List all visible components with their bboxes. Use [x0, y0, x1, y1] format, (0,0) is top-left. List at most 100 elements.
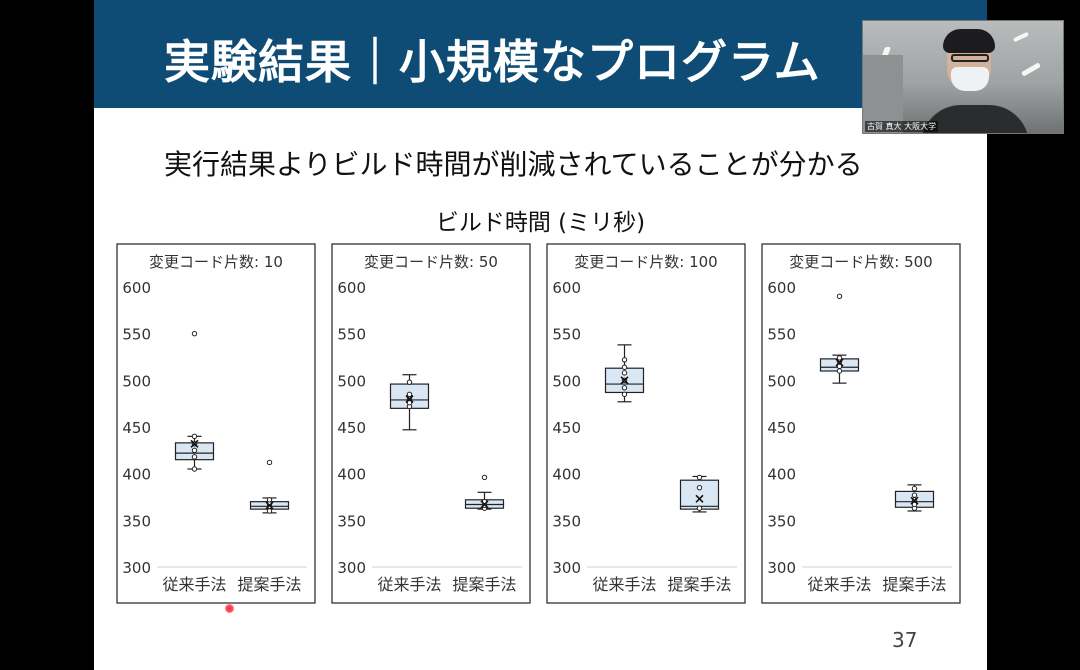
- box-plot-panel: 変更コード片数: 100 600 550 500 450 400 350 300 従来手法 提案手…: [546, 243, 746, 604]
- category-label: 提案手法: [882, 575, 946, 594]
- panel-title: 変更コード片数: 100: [574, 253, 717, 271]
- category-label: 提案手法: [452, 575, 516, 594]
- chart-frame: [546, 243, 746, 604]
- y-tick-label: 350: [767, 512, 796, 530]
- y-tick-label: 350: [552, 512, 581, 530]
- y-tick-label: 300: [552, 559, 581, 577]
- box-plot-panel: 変更コード片数: 500 600 550 500 450 400 350 300 従来手法 提案手…: [761, 243, 961, 604]
- y-tick-label: 300: [337, 559, 366, 577]
- chart-frame: [116, 243, 316, 604]
- y-tick-label: 500: [552, 372, 581, 390]
- panel-title: 変更コード片数: 500: [789, 253, 932, 271]
- mean-marker: [695, 494, 704, 503]
- panel-title: 変更コード片数: 10: [149, 253, 283, 271]
- category-label: 提案手法: [667, 575, 731, 594]
- mean-marker: [265, 501, 274, 510]
- y-tick-label: 300: [767, 559, 796, 577]
- data-point: [696, 505, 703, 511]
- y-tick-label: 600: [337, 279, 366, 297]
- y-tick-label: 400: [337, 466, 366, 484]
- data-point: [406, 379, 413, 385]
- box-iqr: [679, 479, 720, 510]
- outlier-point: [266, 459, 273, 466]
- video-caption: 古賀 真大 大阪大学: [865, 121, 939, 132]
- outlier-point: [191, 330, 198, 337]
- data-point: [836, 368, 843, 374]
- webcam-video-feed: 古賀 真大 大阪大学: [862, 20, 1064, 134]
- outlier-point: [836, 293, 843, 300]
- mean-marker-stroke: [695, 494, 704, 503]
- data-point: [836, 355, 843, 361]
- chart-frame: [331, 243, 531, 604]
- mean-marker: [835, 358, 844, 367]
- y-tick-label: 500: [122, 372, 151, 390]
- y-tick-label: 450: [552, 419, 581, 437]
- y-tick-label: 300: [122, 559, 151, 577]
- slide-header: 実験結果｜小規模なプログラム: [94, 0, 987, 108]
- data-point: [696, 474, 703, 481]
- y-tick-label: 600: [122, 279, 151, 297]
- mean-marker-stroke: [910, 496, 919, 505]
- panel-title: 変更コード片数: 50: [364, 253, 498, 271]
- data-point: [621, 364, 628, 370]
- ceiling-light: [1012, 31, 1030, 43]
- category-label: 従来手法: [377, 575, 441, 594]
- data-point: [621, 357, 628, 363]
- mean-marker-stroke: [405, 394, 414, 404]
- mean-marker-stroke: [835, 358, 844, 367]
- y-tick-label: 350: [337, 512, 366, 530]
- slide-subtitle: 実行結果よりビルド時間が削減されていることが分かる: [164, 148, 863, 181]
- category-label: 従来手法: [592, 575, 656, 594]
- mean-marker-stroke: [190, 439, 199, 448]
- person-glasses: [951, 54, 989, 62]
- y-tick-label: 400: [767, 466, 796, 484]
- y-tick-label: 400: [122, 466, 151, 484]
- y-tick-label: 550: [767, 326, 796, 344]
- y-tick-label: 600: [767, 279, 796, 297]
- data-point: [191, 466, 198, 472]
- mean-marker: [190, 439, 199, 448]
- mean-marker: [480, 500, 489, 509]
- data-point: [406, 391, 413, 398]
- mean-marker-stroke: [620, 376, 629, 385]
- outlier-point: [481, 474, 488, 481]
- chart-title: ビルド時間 (ミリ秒): [435, 210, 646, 236]
- y-tick-label: 500: [337, 372, 366, 390]
- category-label: 従来手法: [807, 575, 871, 594]
- person-face-mask: [951, 67, 989, 91]
- data-point: [696, 484, 703, 491]
- y-tick-label: 600: [552, 279, 581, 297]
- box-plot-panel: 変更コード片数: 10 600 550 500 450 400 350 300 従来手法 提案手法: [116, 243, 316, 604]
- data-point: [191, 454, 198, 460]
- laser-pointer: [225, 604, 234, 613]
- category-label: 従来手法: [162, 575, 226, 594]
- mean-marker: [910, 496, 919, 505]
- mean-marker-stroke: [480, 500, 489, 509]
- data-point: [266, 497, 273, 503]
- box-plot-panel: 変更コード片数: 50 600 550 500 450 400 350 300 従来手法 提案手法: [331, 243, 531, 604]
- chart-frame: [761, 243, 961, 604]
- y-tick-label: 450: [122, 419, 151, 437]
- category-label: 提案手法: [237, 575, 301, 594]
- data-point: [266, 508, 273, 514]
- page-number: 37: [892, 628, 918, 652]
- slide: 実験結果｜小規模なプログラム 実行結果よりビルド時間が削減されていることが分かる…: [94, 0, 987, 670]
- y-tick-label: 550: [552, 326, 581, 344]
- slide-title: 実験結果｜小規模なプログラム: [164, 35, 821, 89]
- ceiling-light: [1021, 62, 1041, 77]
- y-tick-label: 400: [552, 466, 581, 484]
- y-tick-label: 550: [337, 326, 366, 344]
- y-tick-label: 550: [122, 326, 151, 344]
- data-point: [621, 391, 628, 398]
- wall-door: [863, 55, 903, 133]
- data-point: [191, 447, 198, 454]
- y-tick-label: 450: [767, 419, 796, 437]
- data-point: [911, 492, 918, 498]
- mean-marker: [405, 394, 414, 404]
- y-tick-label: 500: [767, 372, 796, 390]
- data-point: [621, 385, 628, 391]
- data-point: [621, 370, 628, 376]
- data-point: [911, 485, 918, 492]
- person-hair: [943, 29, 995, 53]
